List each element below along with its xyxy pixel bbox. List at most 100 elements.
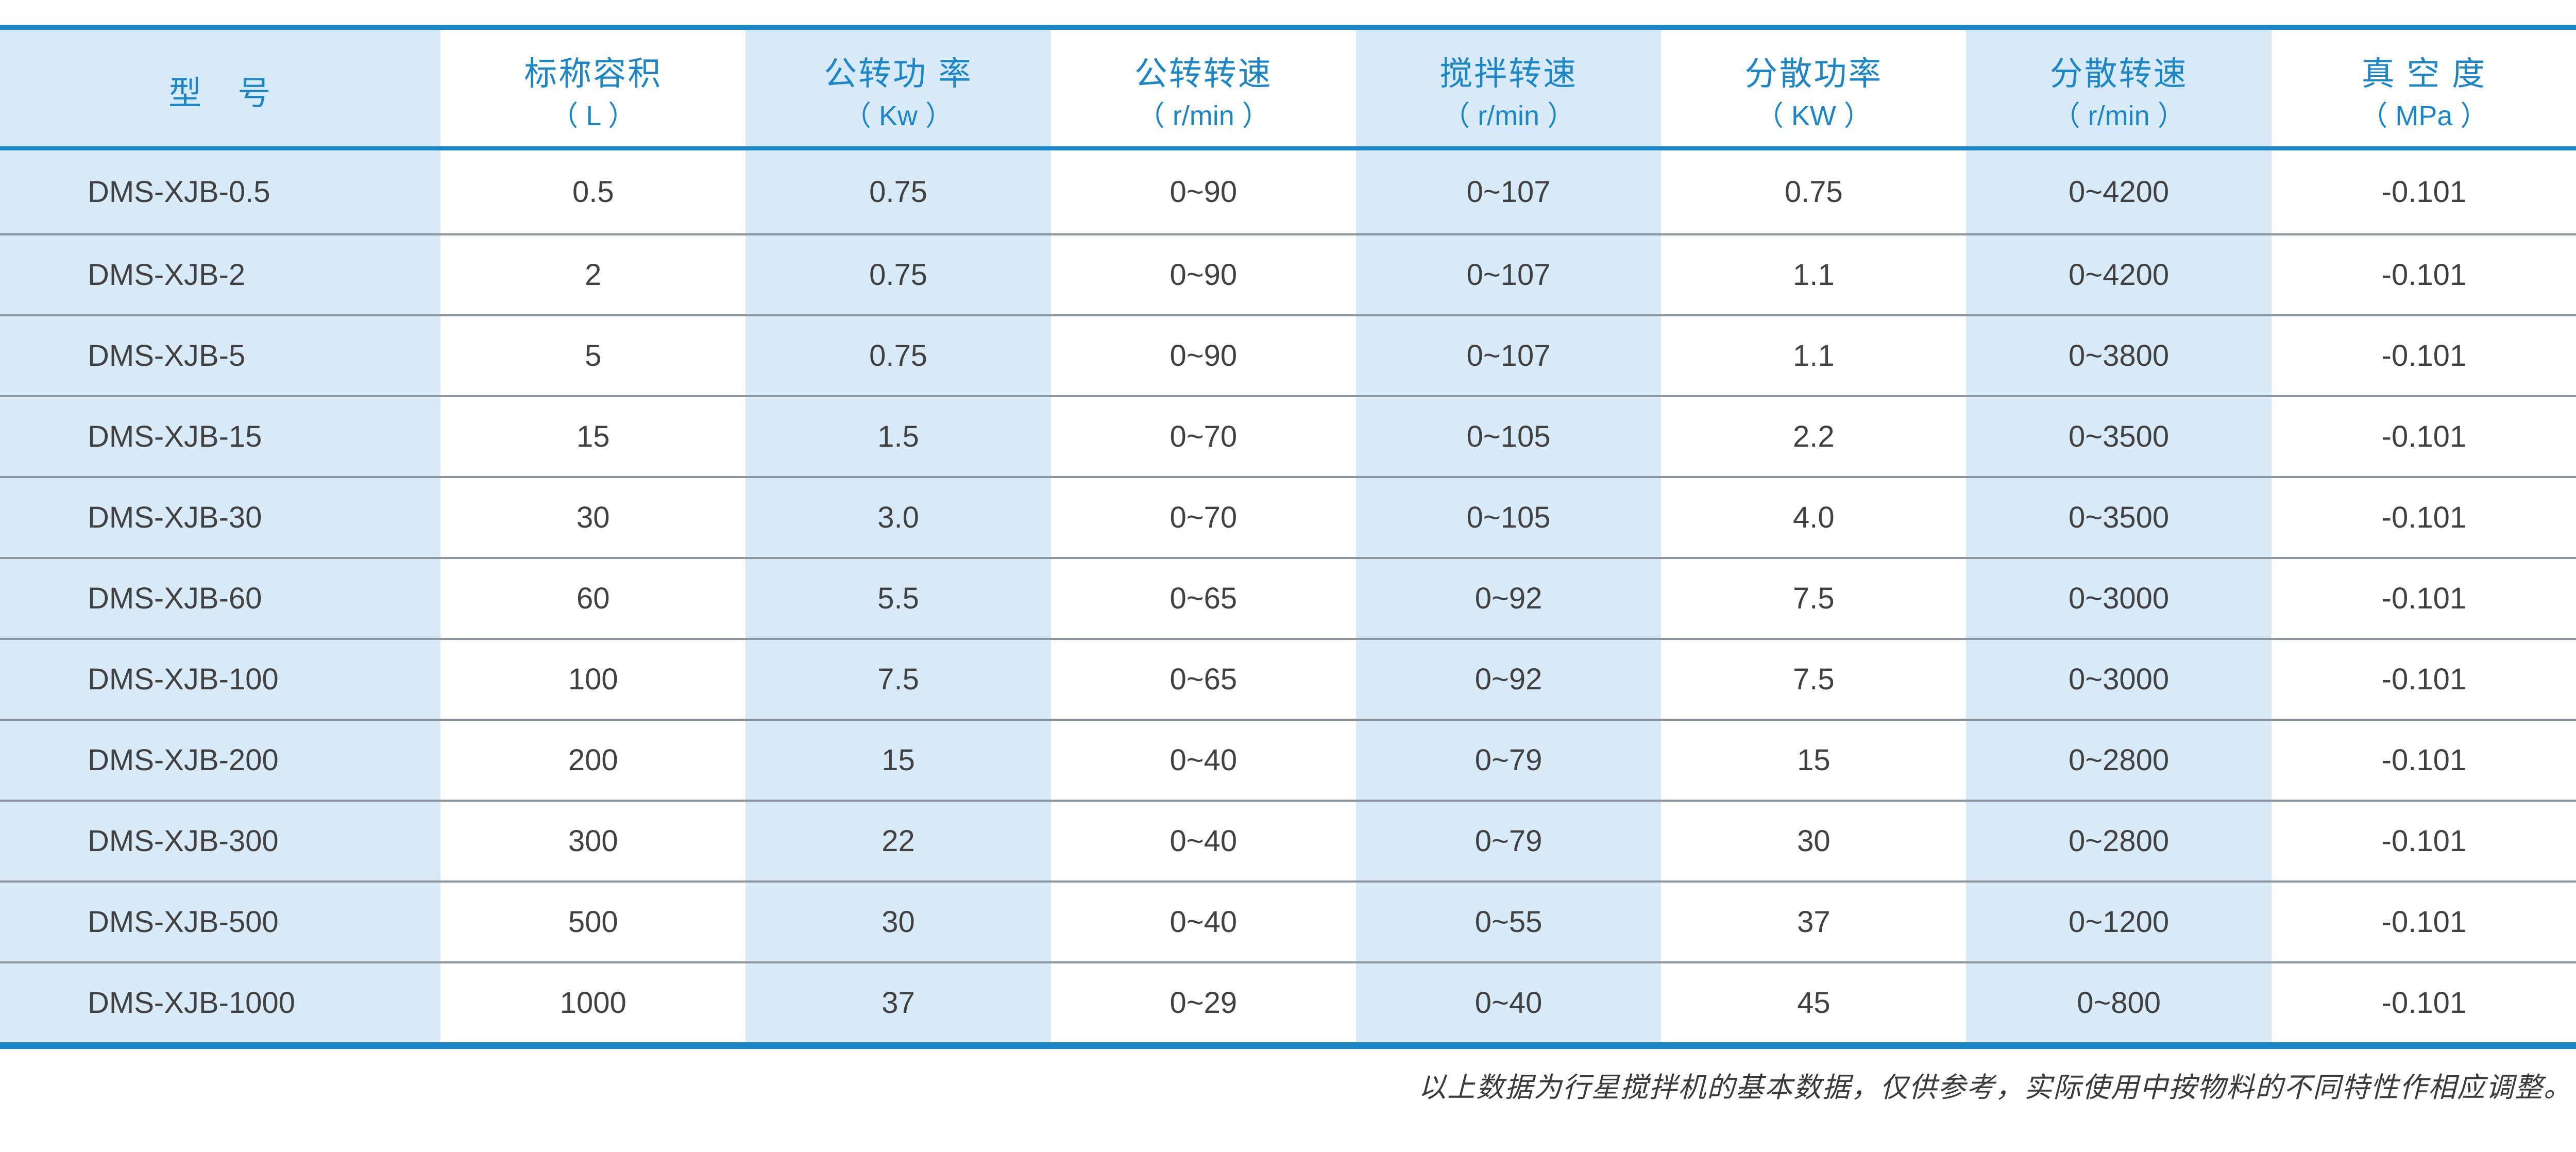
footnote-text: 以上数据为行星搅拌机的基本数据，仅供参考，实际使用中按物料的不同特性作相应调整。 — [1418, 1071, 2572, 1104]
value-cell: 0.75 — [745, 314, 1051, 395]
value-cell: 60 — [440, 557, 746, 638]
value-cell: 0~40 — [1050, 800, 1356, 880]
column-title: 型 号 — [168, 74, 273, 112]
value-cell: 1000 — [440, 961, 746, 1042]
value-cell: -0.101 — [2271, 638, 2576, 719]
value-cell: 0~55 — [1355, 880, 1662, 961]
value-cell: 0~3500 — [1966, 395, 2272, 476]
value-cell: 0.75 — [1784, 175, 1843, 209]
value-cell: 22 — [745, 800, 1051, 880]
model-cell: DMS-XJB-100 — [0, 638, 441, 719]
value-cell: 0~3000 — [1966, 557, 2272, 638]
table-row: DMS-XJB-100 100 7.5 0~65 0~92 7.5 0~3000 -0.101 — [0, 638, 2576, 719]
value-cell: 0~800 — [1966, 961, 2272, 1042]
value-cell: 15 — [1661, 719, 1967, 800]
value-cell: 0~70 — [1050, 476, 1356, 557]
column-unit: （ L ） — [550, 100, 636, 131]
column-header-vacuum-degree: 真 空 度 （ MPa ） — [2271, 30, 2576, 150]
column-header-nominal-volume: 标称容积 （ L ） — [440, 30, 746, 150]
value-cell: -0.101 — [2271, 314, 2576, 395]
value-cell: 37 — [745, 961, 1051, 1042]
value-cell: 30 — [1661, 800, 1967, 880]
value-cell: -0.101 — [2271, 719, 2576, 800]
table-row: DMS-XJB-30 30 3.0 0~70 0~105 4.0 0~3500 -0.101 — [0, 476, 2576, 557]
value-cell: 0~1200 — [1966, 880, 2272, 961]
model-cell: DMS-XJB-300 — [0, 800, 441, 880]
value-cell: 15 — [745, 719, 1051, 800]
value-cell: 500 — [440, 880, 746, 961]
value-cell: 0~2800 — [1966, 800, 2272, 880]
value-cell: 0~4200 — [1966, 150, 2272, 233]
value-cell: -0.101 — [2271, 961, 2576, 1042]
column-header-revolution-speed: 公转转速 （ r/min ） — [1050, 30, 1356, 150]
value-cell: 0.75 — [745, 233, 1051, 314]
value-cell: 0~92 — [1355, 557, 1662, 638]
value-cell: 0~70 — [1050, 395, 1356, 476]
model-cell: DMS-XJB-200 — [0, 719, 441, 800]
table-row: DMS-XJB-0.5 0.5 0.75 0~90 0~107 0.75 0~4200 -0.… — [0, 150, 2576, 233]
value-cell: 7.5 — [1661, 557, 1967, 638]
value-cell: 1.5 — [745, 395, 1051, 476]
value-cell: 0~29 — [1050, 961, 1356, 1042]
value-cell: 2 — [440, 233, 746, 314]
column-unit: （ r/min ） — [1137, 100, 1270, 131]
model-cell: DMS-XJB-0.5 — [0, 150, 441, 233]
value-cell: -0.101 — [2271, 395, 2576, 476]
column-header-revolution-power: 公转功 率 （ Kw ） — [745, 30, 1051, 150]
value-cell: 0~90 — [1050, 314, 1356, 395]
value-cell: 5 — [440, 314, 746, 395]
spec-table: 型 号 标称容积 （ L ） 公转功 率 （ Kw ） 公转转速 （ r/min… — [0, 25, 2576, 1049]
value-cell: 7.5 — [745, 638, 1051, 719]
model-cell: DMS-XJB-30 — [0, 476, 441, 557]
value-cell: 0~92 — [1355, 638, 1662, 719]
value-cell: 300 — [440, 800, 746, 880]
model-cell: DMS-XJB-15 — [0, 395, 441, 476]
value-cell: 30 — [745, 880, 1051, 961]
model-cell: DMS-XJB-1000 — [0, 961, 441, 1042]
value-cell: 0~107 — [1355, 233, 1662, 314]
column-title: 搅拌转速 — [1439, 55, 1578, 92]
value-cell: 0~105 — [1355, 395, 1662, 476]
value-cell: 3.0 — [745, 476, 1051, 557]
model-cell: DMS-XJB-2 — [0, 233, 441, 314]
value-cell: -0.101 — [2271, 557, 2576, 638]
value-cell: 0~3000 — [1966, 638, 2272, 719]
value-cell: -0.101 — [2271, 233, 2576, 314]
value-cell: 0~79 — [1355, 800, 1662, 880]
value-cell: 0~90 — [1050, 233, 1356, 314]
value-cell: 45 — [1661, 961, 1967, 1042]
column-title: 公转转速 — [1134, 55, 1273, 92]
column-title: 标称容积 — [524, 55, 663, 92]
model-cell: DMS-XJB-5 — [0, 314, 441, 395]
table-row: DMS-XJB-2 2 0.75 0~90 0~107 1.1 0~4200 -0.101 — [0, 233, 2576, 314]
value-cell: -0.101 — [2271, 476, 2576, 557]
column-unit: （ r/min ） — [2052, 100, 2185, 131]
value-cell: 0~40 — [1050, 880, 1356, 961]
value-cell: 7.5 — [1661, 638, 1967, 719]
column-header-dispersing-power: 分散功率 （ KW ） — [1661, 30, 1967, 150]
table-header: 型 号 标称容积 （ L ） 公转功 率 （ Kw ） 公转转速 （ r/min… — [0, 30, 2576, 150]
model-cell: DMS-XJB-60 — [0, 557, 441, 638]
table-row: DMS-XJB-15 15 1.5 0~70 0~105 2.2 0~3500 -0.101 — [0, 395, 2576, 476]
value-cell: 0~2800 — [1966, 719, 2272, 800]
column-unit: （ KW ） — [1755, 100, 1872, 131]
value-cell: 2.2 — [1661, 395, 1967, 476]
value-cell: 1.1 — [1661, 233, 1967, 314]
column-unit: （ Kw ） — [843, 100, 954, 131]
table-row: DMS-XJB-500 500 30 0~40 0~55 37 0~1200 -0.101 — [0, 880, 2576, 961]
value-cell: -0.101 — [2271, 880, 2576, 961]
value-cell: -0.101 — [2381, 175, 2467, 209]
column-unit: （ MPa ） — [2360, 100, 2488, 131]
value-cell: 0~107 — [1355, 150, 1662, 233]
column-header-model: 型 号 — [0, 30, 441, 150]
value-cell: 1.1 — [1661, 314, 1967, 395]
column-header-stirring-speed: 搅拌转速 （ r/min ） — [1355, 30, 1662, 150]
table-body: DMS-XJB-0.5 0.5 0.75 0~90 0~107 0.75 0~4200 -0.… — [0, 150, 2576, 1042]
header-row: 型 号 标称容积 （ L ） 公转功 率 （ Kw ） 公转转速 （ r/min… — [0, 30, 2576, 150]
value-cell: 5.5 — [745, 557, 1051, 638]
column-header-dispersing-speed: 分散转速 （ r/min ） — [1966, 30, 2272, 150]
column-title: 公转功 率 — [824, 55, 973, 92]
value-cell: 0~4200 — [1966, 233, 2272, 314]
table-row: DMS-XJB-200 200 15 0~40 0~79 15 0~2800 -0.101 — [0, 719, 2576, 800]
column-title: 分散转速 — [2049, 55, 2188, 92]
